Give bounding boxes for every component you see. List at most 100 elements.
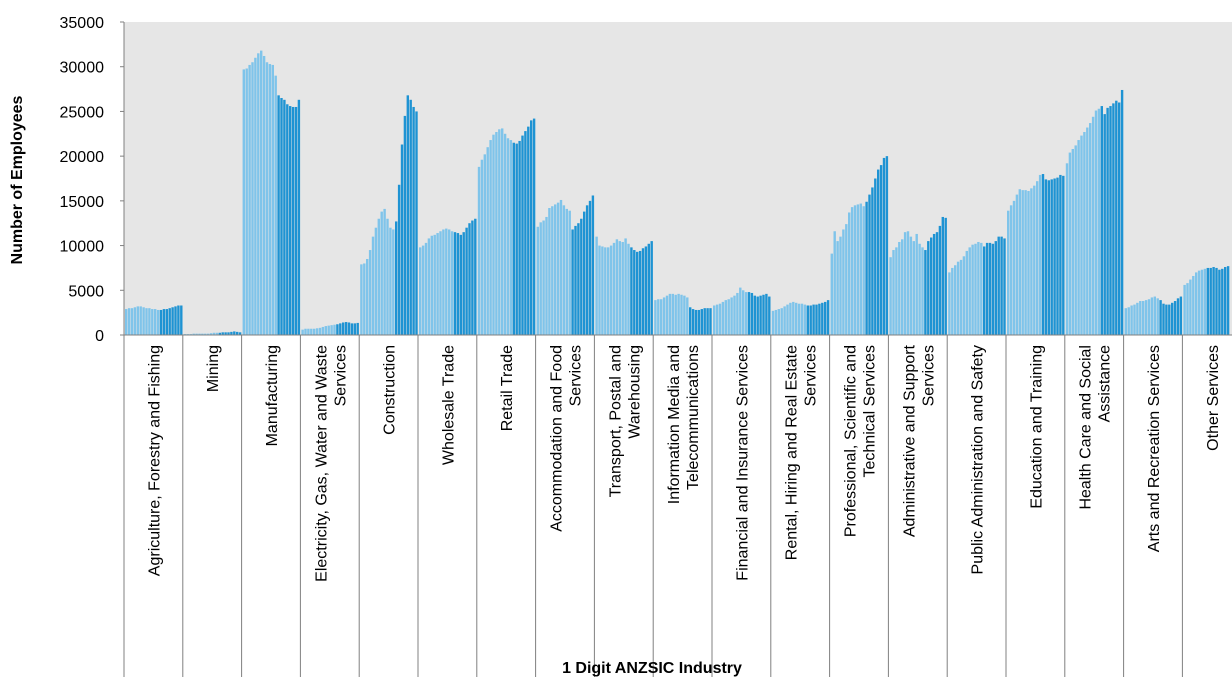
- bar: [450, 231, 454, 335]
- bar: [1056, 177, 1059, 335]
- bar: [289, 106, 292, 335]
- bar: [786, 304, 789, 335]
- bar: [697, 309, 701, 335]
- bar: [1127, 307, 1130, 335]
- bar: [1106, 107, 1109, 335]
- bar: [715, 304, 719, 335]
- bar: [965, 250, 968, 335]
- bar: [1133, 304, 1136, 335]
- bar: [618, 241, 621, 335]
- bar: [792, 301, 795, 335]
- bar: [885, 156, 889, 335]
- bar: [339, 323, 342, 335]
- bar: [251, 62, 254, 336]
- category-label: Manufacturing: [264, 345, 281, 446]
- bar: [224, 332, 227, 335]
- bar: [344, 322, 348, 335]
- bar: [530, 120, 533, 336]
- bar: [130, 308, 134, 335]
- bar: [412, 106, 415, 336]
- y-axis: 0 5000 10000 15000 20000 25000 30000 35000: [60, 15, 125, 345]
- bar: [353, 323, 356, 335]
- bar: [1165, 304, 1168, 335]
- bar: [307, 328, 310, 335]
- bar: [142, 307, 145, 335]
- bar: [906, 231, 910, 335]
- bar: [1021, 190, 1024, 335]
- bar: [1176, 298, 1180, 335]
- bar: [768, 296, 771, 335]
- bar: [683, 295, 686, 335]
- y-tick-label: 5000: [68, 283, 104, 300]
- bar: [956, 261, 960, 335]
- bar: [518, 140, 521, 335]
- bar: [421, 245, 425, 335]
- category-label: Warehousing: [626, 345, 643, 439]
- bar: [727, 299, 730, 335]
- bar: [207, 333, 210, 335]
- bar: [245, 68, 248, 335]
- bar: [445, 228, 448, 335]
- bar: [624, 238, 627, 335]
- bar: [145, 308, 148, 335]
- bar: [889, 257, 892, 335]
- category-label: Services: [803, 345, 820, 406]
- bar: [856, 204, 860, 335]
- category-label: Financial and Insurance Services: [734, 345, 751, 581]
- bar: [962, 256, 966, 335]
- bar: [721, 301, 725, 335]
- bar: [1173, 301, 1177, 335]
- bar: [604, 247, 607, 335]
- category-label: Information Media and: [666, 345, 683, 504]
- bar: [859, 203, 862, 335]
- bar: [862, 206, 865, 335]
- bar: [580, 218, 583, 335]
- bar: [915, 233, 918, 335]
- bar: [257, 53, 260, 336]
- bar: [686, 297, 689, 335]
- bar: [1033, 185, 1036, 335]
- bar: [501, 128, 504, 335]
- bar: [1044, 179, 1048, 335]
- bar: [1159, 300, 1162, 335]
- bar: [342, 322, 345, 335]
- bar: [756, 296, 759, 335]
- bar: [997, 236, 1000, 335]
- bar: [521, 135, 524, 335]
- bar: [577, 223, 580, 335]
- bar: [1003, 238, 1006, 335]
- bar: [180, 305, 183, 335]
- bar: [136, 306, 139, 335]
- bar: [977, 241, 980, 335]
- bar: [377, 218, 380, 335]
- bar: [1162, 303, 1165, 335]
- bar: [294, 106, 298, 336]
- bar: [236, 331, 239, 335]
- bar: [195, 333, 198, 335]
- bar: [700, 309, 703, 335]
- bar: [585, 205, 589, 335]
- bar: [633, 250, 636, 335]
- category-label: Electricity, Gas, Water and Waste: [313, 345, 330, 582]
- bar: [845, 224, 848, 335]
- category-label: Technical Services: [862, 345, 879, 478]
- bar: [1136, 302, 1139, 335]
- bar: [742, 290, 745, 335]
- bar: [486, 147, 489, 335]
- bar: [1179, 296, 1183, 335]
- bar: [1215, 267, 1218, 335]
- bar: [1189, 279, 1192, 335]
- bar: [797, 303, 801, 335]
- bar: [174, 306, 177, 335]
- bar: [474, 218, 477, 335]
- category-label: Public Administration and Safety: [970, 345, 987, 574]
- bar: [641, 248, 645, 335]
- bar: [1009, 205, 1013, 335]
- bar: [674, 294, 677, 335]
- bar: [1221, 268, 1224, 335]
- bar: [415, 111, 418, 336]
- bar: [409, 99, 412, 335]
- category-label: Transport, Postal and: [607, 345, 624, 497]
- x-axis: Agriculture, Forestry and Fishing Mining M…: [123, 334, 1232, 677]
- bar: [327, 325, 330, 335]
